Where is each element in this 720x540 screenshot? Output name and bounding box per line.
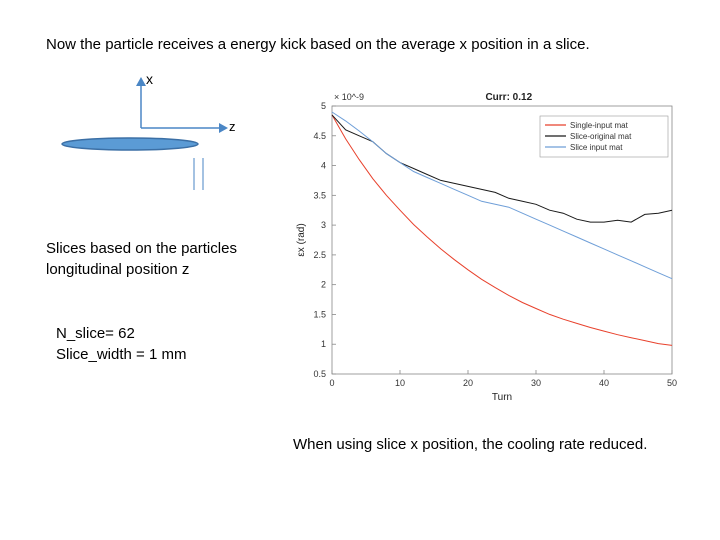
series-lines: [331, 111, 673, 346]
conclusion-text: When using slice x position, the cooling…: [293, 436, 648, 453]
x-arrowhead: [136, 77, 146, 86]
y-tick-label: 5: [321, 101, 326, 111]
x-tick-label: 10: [395, 378, 405, 388]
slice-diagram: [61, 77, 228, 190]
slice-parameters: N_slice= 62 Slice_width = 1 mm: [56, 323, 186, 365]
z-axis-label: z: [229, 119, 236, 134]
chart-legend: Single-input mat Slice-original mat Slice …: [539, 115, 669, 158]
chart-title: Curr: 0.12: [485, 92, 532, 103]
legend-entry: Single-input mat: [570, 121, 629, 130]
y-exponent-label: × 10^-9: [334, 92, 364, 102]
y-tick-label: 4.5: [313, 131, 326, 141]
x-tick-label: 0: [329, 378, 334, 388]
x-tick-label: 50: [667, 378, 677, 388]
y-tick-label: 1.5: [313, 309, 326, 319]
beam-ellipse: [61, 137, 199, 151]
x-tick-label: 20: [463, 378, 473, 388]
n-slice-text: N_slice= 62: [56, 325, 135, 342]
y-tick-labels: 0.5 1 1.5 2 2.5 3 3.5 4 4.5 5: [313, 101, 336, 379]
y-tick-label: 0.5: [313, 369, 326, 379]
x-axis-title: Turn: [492, 392, 512, 403]
slice-width-text: Slice_width = 1 mm: [56, 346, 187, 363]
slices-description: Slices based on the particles longitudin…: [46, 240, 237, 278]
slide-title: Now the particle receives a energy kick …: [46, 36, 590, 53]
legend-entry: Slice-original mat: [570, 132, 632, 141]
legend-entry: Slice input mat: [570, 143, 623, 152]
y-tick-label: 4: [321, 161, 326, 171]
y-axis-title: εx (rad): [296, 223, 307, 256]
series-line-2: [331, 111, 673, 280]
x-axis-label: x: [146, 71, 153, 87]
x-tick-label: 40: [599, 378, 609, 388]
z-arrowhead: [219, 123, 228, 133]
y-tick-label: 3: [321, 220, 326, 230]
y-tick-label: 3.5: [313, 190, 326, 200]
series-line-0: [331, 114, 673, 346]
x-tick-labels: 0 10 20 30 40 50: [329, 370, 677, 388]
emittance-chart: Curr: 0.12 × 10^-9 0.511.522.533.544.55 …: [296, 92, 677, 403]
y-tick-label: 1: [321, 339, 326, 349]
x-tick-label: 30: [531, 378, 541, 388]
y-tick-label: 2.5: [313, 250, 326, 260]
y-tick-label: 2: [321, 280, 326, 290]
